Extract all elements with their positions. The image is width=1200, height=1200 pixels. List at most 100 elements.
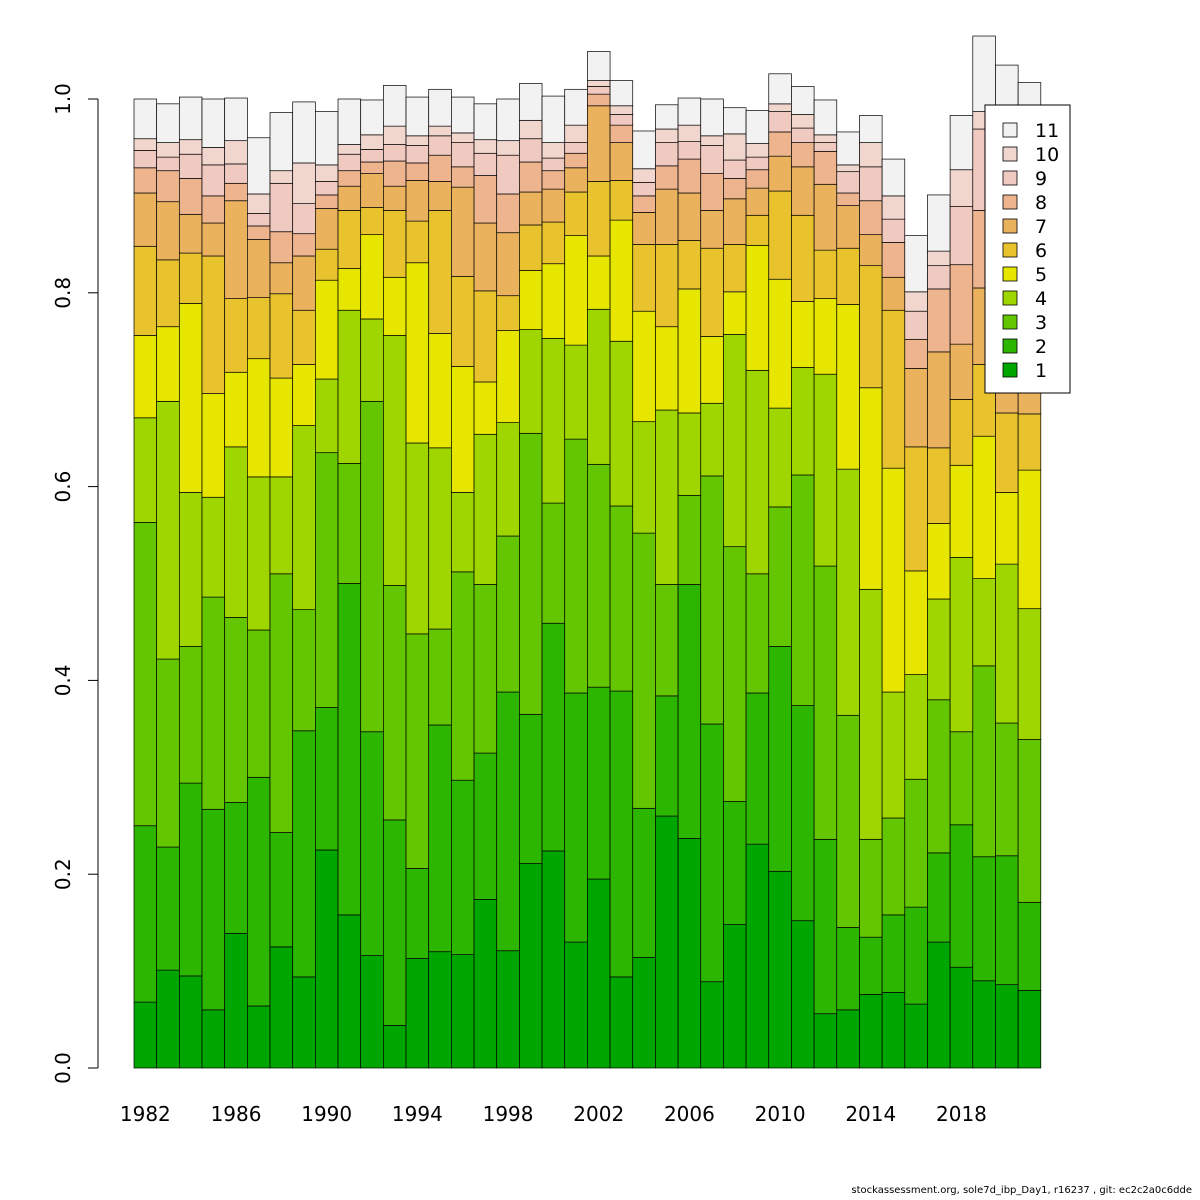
bar-segment-2014-age-5 bbox=[859, 387, 883, 590]
bar-segment-2005-age-2 bbox=[655, 695, 679, 817]
bar-segment-1992-age-8 bbox=[360, 161, 384, 174]
bar-segment-1988-age-7 bbox=[269, 262, 294, 295]
bar-segment-1987-age-2 bbox=[247, 776, 271, 1007]
bar-segment-2003-age-1 bbox=[609, 976, 634, 1069]
bar-segment-1997-age-9 bbox=[473, 152, 498, 176]
bar-segment-2012-age-10 bbox=[813, 134, 838, 143]
bar-segment-2018-age-4 bbox=[949, 556, 974, 733]
bar-segment-1989-age-1 bbox=[292, 976, 316, 1069]
bar-segment-2008-age-11 bbox=[723, 107, 747, 135]
bar-segment-1983-age-7 bbox=[156, 201, 180, 261]
bar-segment-1992-age-5 bbox=[360, 234, 384, 320]
bar-segment-2016-age-7 bbox=[904, 368, 928, 448]
bar-segment-2020-age-5 bbox=[995, 492, 1019, 565]
bar-segment-1997-age-11 bbox=[473, 103, 498, 141]
bar-segment-1991-age-10 bbox=[337, 144, 362, 155]
bar-segment-1986-age-11 bbox=[224, 97, 248, 142]
bar-segment-2000-age-10 bbox=[541, 142, 566, 159]
bar-segment-2012-age-8 bbox=[813, 150, 838, 185]
bar-segment-1994-age-4 bbox=[405, 442, 430, 635]
bar-segment-2004-age-1 bbox=[632, 957, 656, 1069]
bar-segment-1996-age-6 bbox=[451, 275, 475, 367]
legend-swatch bbox=[1002, 146, 1018, 162]
bar-segment-2004-age-11 bbox=[632, 130, 656, 170]
bar-segment-2018-age-8 bbox=[949, 264, 974, 345]
bar-segment-2016-age-10 bbox=[904, 291, 928, 312]
bar-segment-1982-age-11 bbox=[133, 98, 158, 140]
legend-label: 2 bbox=[1035, 336, 1047, 358]
bar-segment-1983-age-2 bbox=[156, 846, 180, 971]
bar-segment-1989-age-2 bbox=[292, 730, 316, 978]
bar-segment-2019-age-4 bbox=[972, 578, 996, 667]
bar-segment-1997-age-10 bbox=[473, 139, 498, 154]
bar-segment-2012-age-5 bbox=[813, 298, 838, 375]
bar-segment-1985-age-1 bbox=[201, 1009, 226, 1069]
bar-segment-1992-age-6 bbox=[360, 207, 384, 236]
bar-segment-2021-age-5 bbox=[1017, 469, 1042, 610]
legend-label: 10 bbox=[1035, 144, 1059, 166]
bar-segment-1987-age-7 bbox=[247, 239, 271, 298]
bar-segment-2014-age-9 bbox=[859, 166, 883, 202]
bar-segment-2015-age-11 bbox=[881, 158, 906, 197]
bar-segment-2009-age-9 bbox=[745, 156, 770, 171]
bar-segment-1994-age-7 bbox=[405, 180, 430, 222]
bar-segment-1996-age-1 bbox=[451, 954, 475, 1069]
legend-box bbox=[984, 104, 1071, 394]
bar-segment-2000-age-4 bbox=[541, 337, 566, 504]
bar-segment-1999-age-5 bbox=[519, 270, 543, 330]
bar-segment-1983-age-6 bbox=[156, 259, 180, 328]
bar-segment-1999-age-2 bbox=[519, 713, 543, 864]
bar-segment-2006-age-11 bbox=[677, 97, 702, 126]
bar-segment-1989-age-9 bbox=[292, 203, 316, 235]
bar-segment-2001-age-5 bbox=[564, 235, 588, 346]
bar-segment-1985-age-2 bbox=[201, 808, 226, 1011]
bar-segment-2011-age-10 bbox=[791, 114, 815, 129]
bar-segment-1996-age-8 bbox=[451, 166, 475, 188]
y-tick-label: 0.4 bbox=[51, 664, 75, 696]
bar-segment-1989-age-6 bbox=[292, 309, 316, 365]
legend-swatch bbox=[1002, 242, 1018, 258]
bar-segment-2004-age-5 bbox=[632, 310, 656, 423]
bar-segment-1982-age-9 bbox=[133, 150, 158, 169]
bar-segment-2021-age-1 bbox=[1017, 990, 1042, 1069]
bar-segment-1991-age-5 bbox=[337, 268, 362, 311]
legend-label: 5 bbox=[1035, 264, 1047, 286]
bar-segment-2012-age-9 bbox=[813, 142, 838, 152]
bar-segment-2010-age-6 bbox=[768, 190, 792, 280]
legend-label: 8 bbox=[1035, 192, 1047, 214]
bar-segment-2001-age-6 bbox=[564, 191, 588, 236]
bar-segment-1999-age-7 bbox=[519, 191, 543, 226]
bar-segment-1990-age-10 bbox=[315, 164, 339, 182]
bar-segment-1984-age-5 bbox=[178, 303, 203, 493]
bar-segment-2007-age-2 bbox=[700, 723, 724, 983]
bar-segment-2003-age-10 bbox=[609, 105, 634, 115]
bar-segment-2008-age-7 bbox=[723, 198, 747, 245]
bar-segment-2016-age-5 bbox=[904, 570, 928, 675]
bar-segment-1990-age-2 bbox=[315, 707, 339, 851]
footer-credit: stockassessment.org, sole7d_ibp_Day1, r1… bbox=[851, 1185, 1192, 1196]
x-tick-label: 1986 bbox=[211, 1102, 262, 1126]
bar-segment-2007-age-11 bbox=[700, 98, 724, 137]
bar-segment-2005-age-9 bbox=[655, 142, 679, 167]
bar-segment-2004-age-3 bbox=[632, 532, 656, 809]
bar-segment-2010-age-3 bbox=[768, 506, 792, 647]
bar-segment-2001-age-8 bbox=[564, 152, 588, 169]
bar-segment-2018-age-1 bbox=[949, 966, 974, 1069]
bar-segment-1995-age-4 bbox=[428, 447, 452, 630]
bar-segment-2007-age-7 bbox=[700, 210, 724, 249]
bar-segment-1988-age-11 bbox=[269, 112, 294, 172]
bar-segment-1997-age-6 bbox=[473, 290, 498, 383]
bar-segment-1991-age-1 bbox=[337, 914, 362, 1069]
bar-segment-2021-age-3 bbox=[1017, 739, 1042, 903]
bar-segment-2002-age-2 bbox=[587, 686, 611, 880]
bar-segment-1992-age-10 bbox=[360, 134, 384, 150]
bar-segment-2011-age-9 bbox=[791, 127, 815, 143]
bar-segment-1982-age-6 bbox=[133, 245, 158, 336]
bar-segment-1990-age-9 bbox=[315, 181, 339, 196]
bar-segment-1989-age-11 bbox=[292, 101, 316, 164]
bar-segment-2005-age-3 bbox=[655, 584, 679, 697]
bar-segment-1997-age-3 bbox=[473, 584, 498, 754]
bar-segment-2002-age-9 bbox=[587, 86, 611, 95]
x-tick-label: 1982 bbox=[120, 1102, 171, 1126]
